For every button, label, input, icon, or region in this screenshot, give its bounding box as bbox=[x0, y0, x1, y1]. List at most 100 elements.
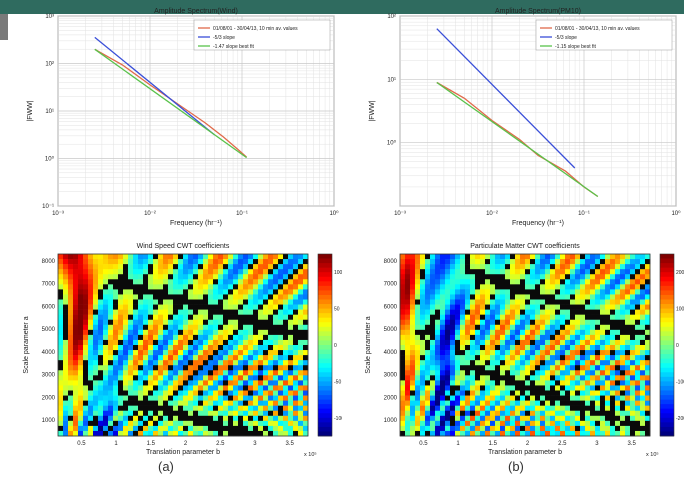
heatmap-cell bbox=[293, 284, 299, 290]
heatmap-cell bbox=[525, 289, 531, 295]
heatmap-cell bbox=[595, 365, 601, 371]
heatmap-cell bbox=[123, 274, 129, 280]
heatmap-cell bbox=[163, 314, 169, 321]
heatmap-cell bbox=[600, 294, 606, 300]
heatmap-cell bbox=[303, 360, 309, 366]
heatmap-cell bbox=[263, 324, 269, 331]
heatmap-cell bbox=[238, 410, 244, 417]
heatmap-cell bbox=[630, 339, 636, 346]
heatmap-cell bbox=[625, 415, 631, 422]
heatmap-cell bbox=[535, 380, 541, 386]
heatmap-cell bbox=[440, 284, 446, 290]
heatmap-cell bbox=[525, 375, 531, 381]
colorbar-step bbox=[660, 390, 674, 396]
heatmap-cell bbox=[630, 299, 636, 305]
heatmap-cell bbox=[560, 329, 566, 336]
heatmap-cell bbox=[283, 314, 289, 321]
heatmap-cell bbox=[525, 284, 531, 290]
heatmap-cell bbox=[198, 279, 204, 285]
heatmap-cell bbox=[465, 334, 471, 341]
heatmap-cell bbox=[258, 400, 264, 406]
heatmap-cell bbox=[98, 319, 104, 326]
heatmap-cell bbox=[460, 329, 466, 336]
heatmap-cell bbox=[460, 365, 466, 371]
y-tick-label: 10⁰ bbox=[387, 140, 397, 147]
heatmap-cell bbox=[555, 405, 561, 412]
heatmap-cell bbox=[555, 370, 561, 376]
heatmap-cell bbox=[78, 425, 84, 432]
heatmap-cell bbox=[93, 309, 99, 315]
heatmap-cell bbox=[73, 339, 79, 346]
legend-box bbox=[535, 19, 673, 51]
heatmap-cell bbox=[103, 405, 109, 412]
heatmap-cell bbox=[223, 299, 229, 305]
heatmap-cell bbox=[610, 420, 616, 427]
heatmap-cell bbox=[610, 375, 616, 381]
heatmap-cell bbox=[233, 274, 239, 280]
heatmap-cell bbox=[83, 350, 89, 356]
heatmap-cell bbox=[510, 380, 516, 386]
heatmap-cell bbox=[163, 395, 169, 401]
heatmap-cell bbox=[198, 365, 204, 371]
heatmap-cell bbox=[640, 345, 646, 351]
heatmap-cell bbox=[520, 299, 526, 305]
heatmap-cell bbox=[128, 390, 134, 396]
heatmap-cell bbox=[580, 420, 586, 427]
heatmap-cell bbox=[485, 264, 491, 270]
heatmap-cell bbox=[550, 329, 556, 336]
heatmap-cell bbox=[218, 264, 224, 270]
heatmap-cell bbox=[288, 304, 294, 310]
heatmap-cell bbox=[540, 370, 546, 376]
heatmap-cell bbox=[405, 375, 411, 381]
heatmap-cell bbox=[153, 410, 159, 417]
heatmap-cell bbox=[58, 259, 64, 265]
heatmap-cell bbox=[445, 360, 451, 366]
heatmap-cell bbox=[595, 370, 601, 376]
heatmap-cell bbox=[565, 339, 571, 346]
heatmap-cell bbox=[435, 410, 441, 417]
heatmap-cell bbox=[545, 299, 551, 305]
heatmap-cell bbox=[58, 385, 64, 391]
heatmap-cell bbox=[620, 339, 626, 346]
heatmap-cell bbox=[68, 385, 74, 391]
heatmap-cell bbox=[545, 334, 551, 341]
heatmap-cell bbox=[630, 420, 636, 427]
heatmap-cell bbox=[288, 400, 294, 406]
heatmap-cell bbox=[173, 430, 179, 437]
heatmap-cell bbox=[228, 339, 234, 346]
heatmap-cell bbox=[470, 385, 476, 391]
heatmap-cell bbox=[490, 294, 496, 300]
heatmap-cell bbox=[293, 264, 299, 270]
heatmap-cell bbox=[173, 284, 179, 290]
heatmap-cell bbox=[208, 269, 214, 275]
heatmap-cell bbox=[430, 370, 436, 376]
heatmap-cell bbox=[248, 289, 254, 295]
heatmap-cell bbox=[173, 269, 179, 275]
heatmap-cell bbox=[520, 360, 526, 366]
heatmap-cell bbox=[585, 365, 591, 371]
heatmap-cell bbox=[410, 254, 416, 260]
heatmap-cell bbox=[505, 415, 511, 422]
heatmap-cell bbox=[58, 345, 64, 351]
heatmap-cell bbox=[555, 329, 561, 336]
heatmap-cell bbox=[465, 430, 471, 437]
heatmap-cell bbox=[600, 314, 606, 321]
heatmap-cell bbox=[93, 339, 99, 346]
heatmap-cell bbox=[118, 334, 124, 341]
heatmap-cell bbox=[123, 375, 129, 381]
heatmap-cell bbox=[480, 385, 486, 391]
heatmap-cell bbox=[73, 294, 79, 300]
heatmap-cell bbox=[298, 309, 304, 315]
heatmap-cell bbox=[545, 289, 551, 295]
heatmap-cell bbox=[485, 395, 491, 401]
heatmap-cell bbox=[520, 339, 526, 346]
heatmap-cell bbox=[615, 410, 621, 417]
heatmap-cell bbox=[645, 339, 651, 346]
heatmap-cells bbox=[58, 254, 309, 437]
heatmap-cell bbox=[88, 279, 94, 285]
heatmap-cell bbox=[425, 339, 431, 346]
heatmap-cell bbox=[108, 254, 114, 260]
heatmap-cell bbox=[575, 274, 581, 280]
heatmap-cell bbox=[555, 279, 561, 285]
heatmap-cell bbox=[485, 405, 491, 412]
